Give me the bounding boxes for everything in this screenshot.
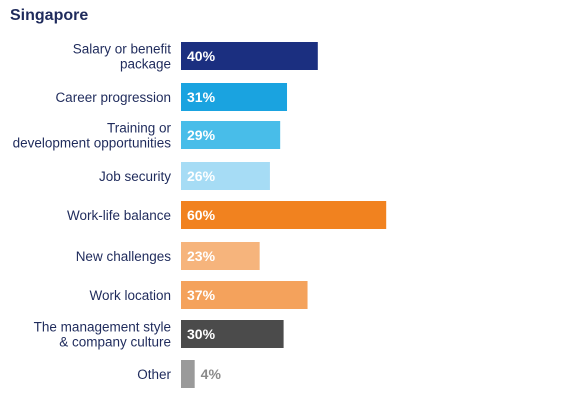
value-label-6: 37%	[187, 287, 216, 303]
value-label-8: 4%	[201, 366, 222, 382]
category-label-6: Work location	[89, 288, 171, 303]
bar-6	[181, 281, 308, 309]
value-label-3: 26%	[187, 168, 216, 184]
category-label-7: The management style & company culture	[34, 320, 171, 350]
category-label-1: Career progression	[55, 90, 171, 105]
category-label-0: Salary or benefit package	[73, 42, 172, 72]
bar-7	[181, 320, 284, 348]
value-label-1: 31%	[187, 89, 216, 105]
category-label-5: New challenges	[76, 249, 172, 264]
bar-3	[181, 162, 270, 190]
value-label-2: 29%	[187, 127, 216, 143]
value-label-7: 30%	[187, 326, 216, 342]
chart-title: Singapore	[10, 7, 89, 24]
value-label-4: 60%	[187, 207, 216, 223]
value-label-0: 40%	[187, 48, 216, 64]
bar-2	[181, 121, 281, 149]
value-label-5: 23%	[187, 248, 216, 264]
bar-8	[181, 360, 195, 388]
bar-1	[181, 83, 288, 111]
bar-0	[181, 42, 318, 70]
bar-5	[181, 242, 260, 270]
category-label-2: Training or development opportunities	[13, 121, 172, 151]
bar-4	[181, 201, 387, 229]
category-label-4: Work-life balance	[67, 208, 171, 223]
category-label-3: Job security	[99, 169, 171, 184]
category-label-8: Other	[137, 367, 171, 382]
